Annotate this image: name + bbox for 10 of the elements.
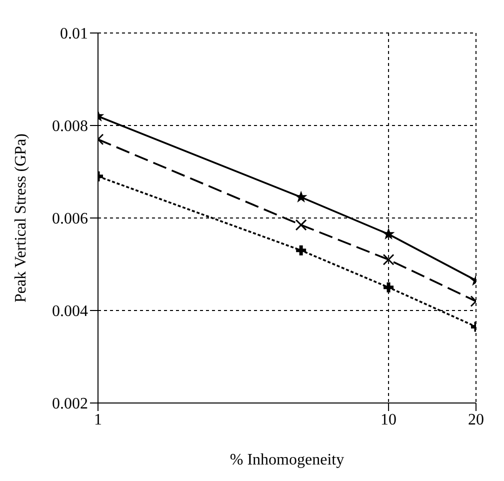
y-tick-label: 0.01	[60, 26, 88, 43]
x-tick-label: 20	[468, 411, 484, 428]
y-axis-title: Peak Vertical Stress (GPa)	[12, 134, 30, 302]
x-tick-label: 10	[380, 411, 397, 428]
y-tick-label: 0.006	[52, 210, 88, 228]
y-tick-label: 0.008	[52, 118, 88, 136]
y-tick-label: 0.002	[52, 396, 88, 413]
y-tick-label: 0.004	[52, 303, 88, 320]
x-tick-label: 1	[94, 411, 102, 428]
x-axis-title: % Inhomogeneity	[230, 451, 344, 468]
